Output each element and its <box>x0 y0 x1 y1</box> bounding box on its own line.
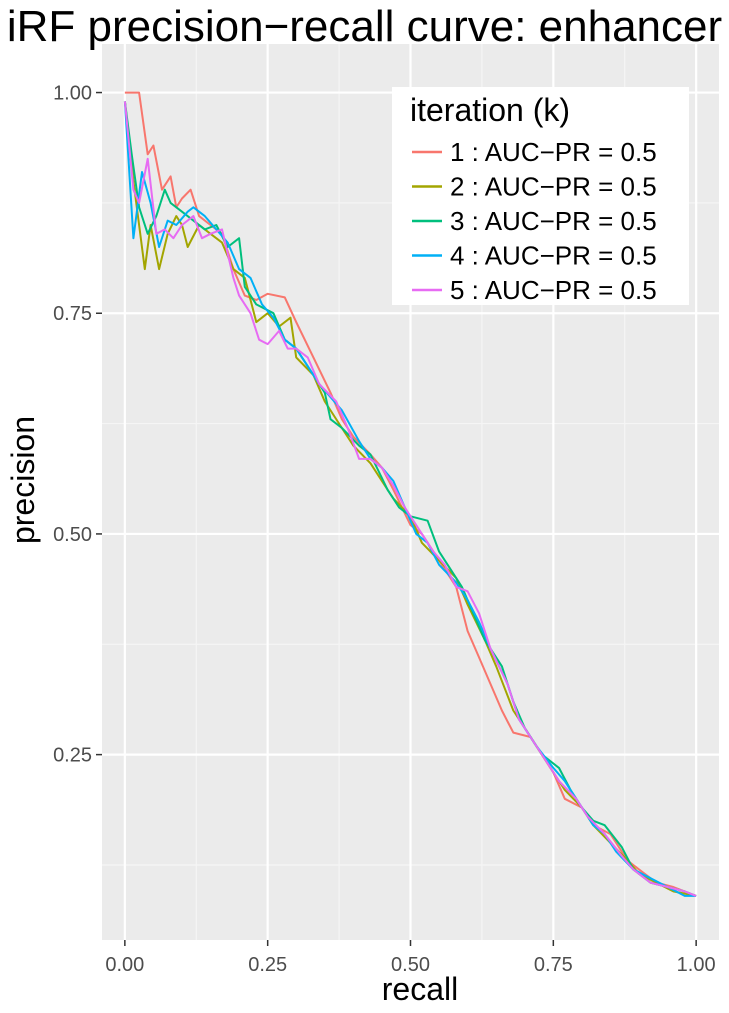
x-tick-label: 1.00 <box>677 954 716 976</box>
legend-background <box>392 87 689 305</box>
y-axis: 0.25 0.50 0.75 1.00 <box>53 83 102 767</box>
legend-label-5: 5 : AUC−PR = 0.5 <box>450 275 657 305</box>
x-axis: 0.00 0.25 0.50 0.75 1.00 <box>105 940 716 976</box>
x-tick-label: 0.25 <box>248 954 287 976</box>
y-tick-label: 0.25 <box>53 745 92 767</box>
x-tick-label: 0.50 <box>391 954 430 976</box>
series-line-5 <box>123 101 697 897</box>
series-layer <box>123 91 697 897</box>
y-tick-label: 0.50 <box>53 524 92 546</box>
legend-label-1: 1 : AUC−PR = 0.5 <box>450 137 657 167</box>
legend-label-3: 3 : AUC−PR = 0.5 <box>450 206 657 236</box>
y-axis-label: precision <box>5 416 41 544</box>
legend-title: iteration (k) <box>410 92 570 128</box>
legend-items: 1 : AUC−PR = 0.5 2 : AUC−PR = 0.5 3 : AUC−… <box>412 137 657 305</box>
x-tick-label: 0.75 <box>534 954 573 976</box>
x-tick-label: 0.00 <box>105 954 144 976</box>
x-axis-label: recall <box>382 971 458 1007</box>
legend: iteration (k) 1 : AUC−PR = 0.5 2 : AUC−PR… <box>392 87 689 305</box>
y-tick-label: 0.75 <box>53 303 92 325</box>
legend-label-2: 2 : AUC−PR = 0.5 <box>450 172 657 202</box>
chart-title: iRF precision−recall curve: enhancer <box>6 2 723 51</box>
y-tick-label: 1.00 <box>53 83 92 105</box>
legend-label-4: 4 : AUC−PR = 0.5 <box>450 241 657 271</box>
